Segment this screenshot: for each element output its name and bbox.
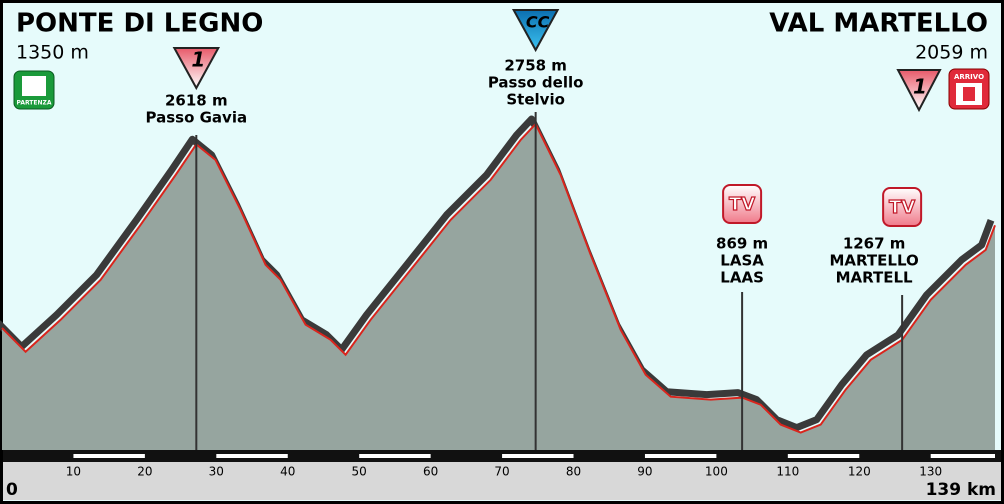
climb-name: Passo Gavia	[146, 109, 248, 127]
x-tick-label: 130	[919, 465, 942, 479]
x-tick-label: 30	[209, 465, 224, 479]
climb-name: Passo dello	[488, 74, 584, 92]
x-tick-label: 90	[637, 465, 652, 479]
climb-name: MARTELL	[836, 269, 913, 287]
category-icon	[511, 9, 560, 53]
distance-segment	[502, 454, 574, 458]
start-elevation: 1350 m	[16, 42, 89, 64]
distance-segment	[644, 454, 717, 458]
start-name: PONTE DI LEGNO	[16, 9, 263, 39]
finish-badge-text: ARRIVO	[954, 73, 984, 81]
x-tick-label: 70	[494, 465, 509, 479]
category-text: 1	[191, 48, 205, 72]
x-tick-label: 80	[566, 465, 581, 479]
category-text: CC	[526, 13, 550, 32]
tv-text: TV	[889, 197, 915, 218]
climb-name: MARTELLO	[830, 252, 919, 270]
climb-name: LASA	[720, 252, 764, 270]
x-tick-label: 100	[705, 465, 728, 479]
tv-icon	[882, 187, 923, 227]
x-tick-label: 139 km	[926, 480, 996, 500]
finish-name: VAL MARTELLO	[769, 9, 988, 39]
x-tick-label: 60	[423, 465, 438, 479]
distance-band	[3, 462, 1001, 500]
x-tick-label: 120	[848, 465, 871, 479]
climb-elevation: 2618 m	[165, 92, 228, 110]
x-tick-label: 110	[776, 465, 799, 479]
climb-elevation: 2758 m	[504, 57, 567, 75]
distance-segment	[359, 454, 431, 458]
x-tick-label: 10	[66, 465, 81, 479]
climb-elevation: 1267 m	[843, 235, 906, 253]
climb-name: Stelvio	[506, 91, 565, 109]
finish-badge: ARRIVO	[948, 68, 990, 110]
distance-segment	[73, 454, 145, 458]
tv-text: TV	[729, 194, 755, 215]
x-tick-label: 20	[137, 465, 152, 479]
distance-segment	[787, 454, 860, 458]
profile-area	[2, 124, 995, 450]
x-tick-label: 40	[280, 465, 295, 479]
distance-bar	[3, 450, 1001, 462]
distance-segment	[930, 454, 995, 458]
start-badge: PARTENZA	[13, 70, 55, 110]
distance-segment	[216, 454, 288, 458]
category-icon	[172, 47, 221, 91]
x-tick-label: 0	[6, 480, 18, 500]
x-tick-label: 50	[352, 465, 367, 479]
profile-line	[1, 122, 996, 434]
start-badge-text: PARTENZA	[16, 100, 51, 107]
tv-icon	[722, 184, 763, 224]
finish-category-text: 1	[913, 75, 927, 99]
finish-category: 1	[896, 69, 942, 113]
climb-name: LAAS	[720, 269, 764, 287]
climb-elevation: 869 m	[716, 235, 768, 253]
finish-elevation: 2059 m	[915, 42, 988, 64]
